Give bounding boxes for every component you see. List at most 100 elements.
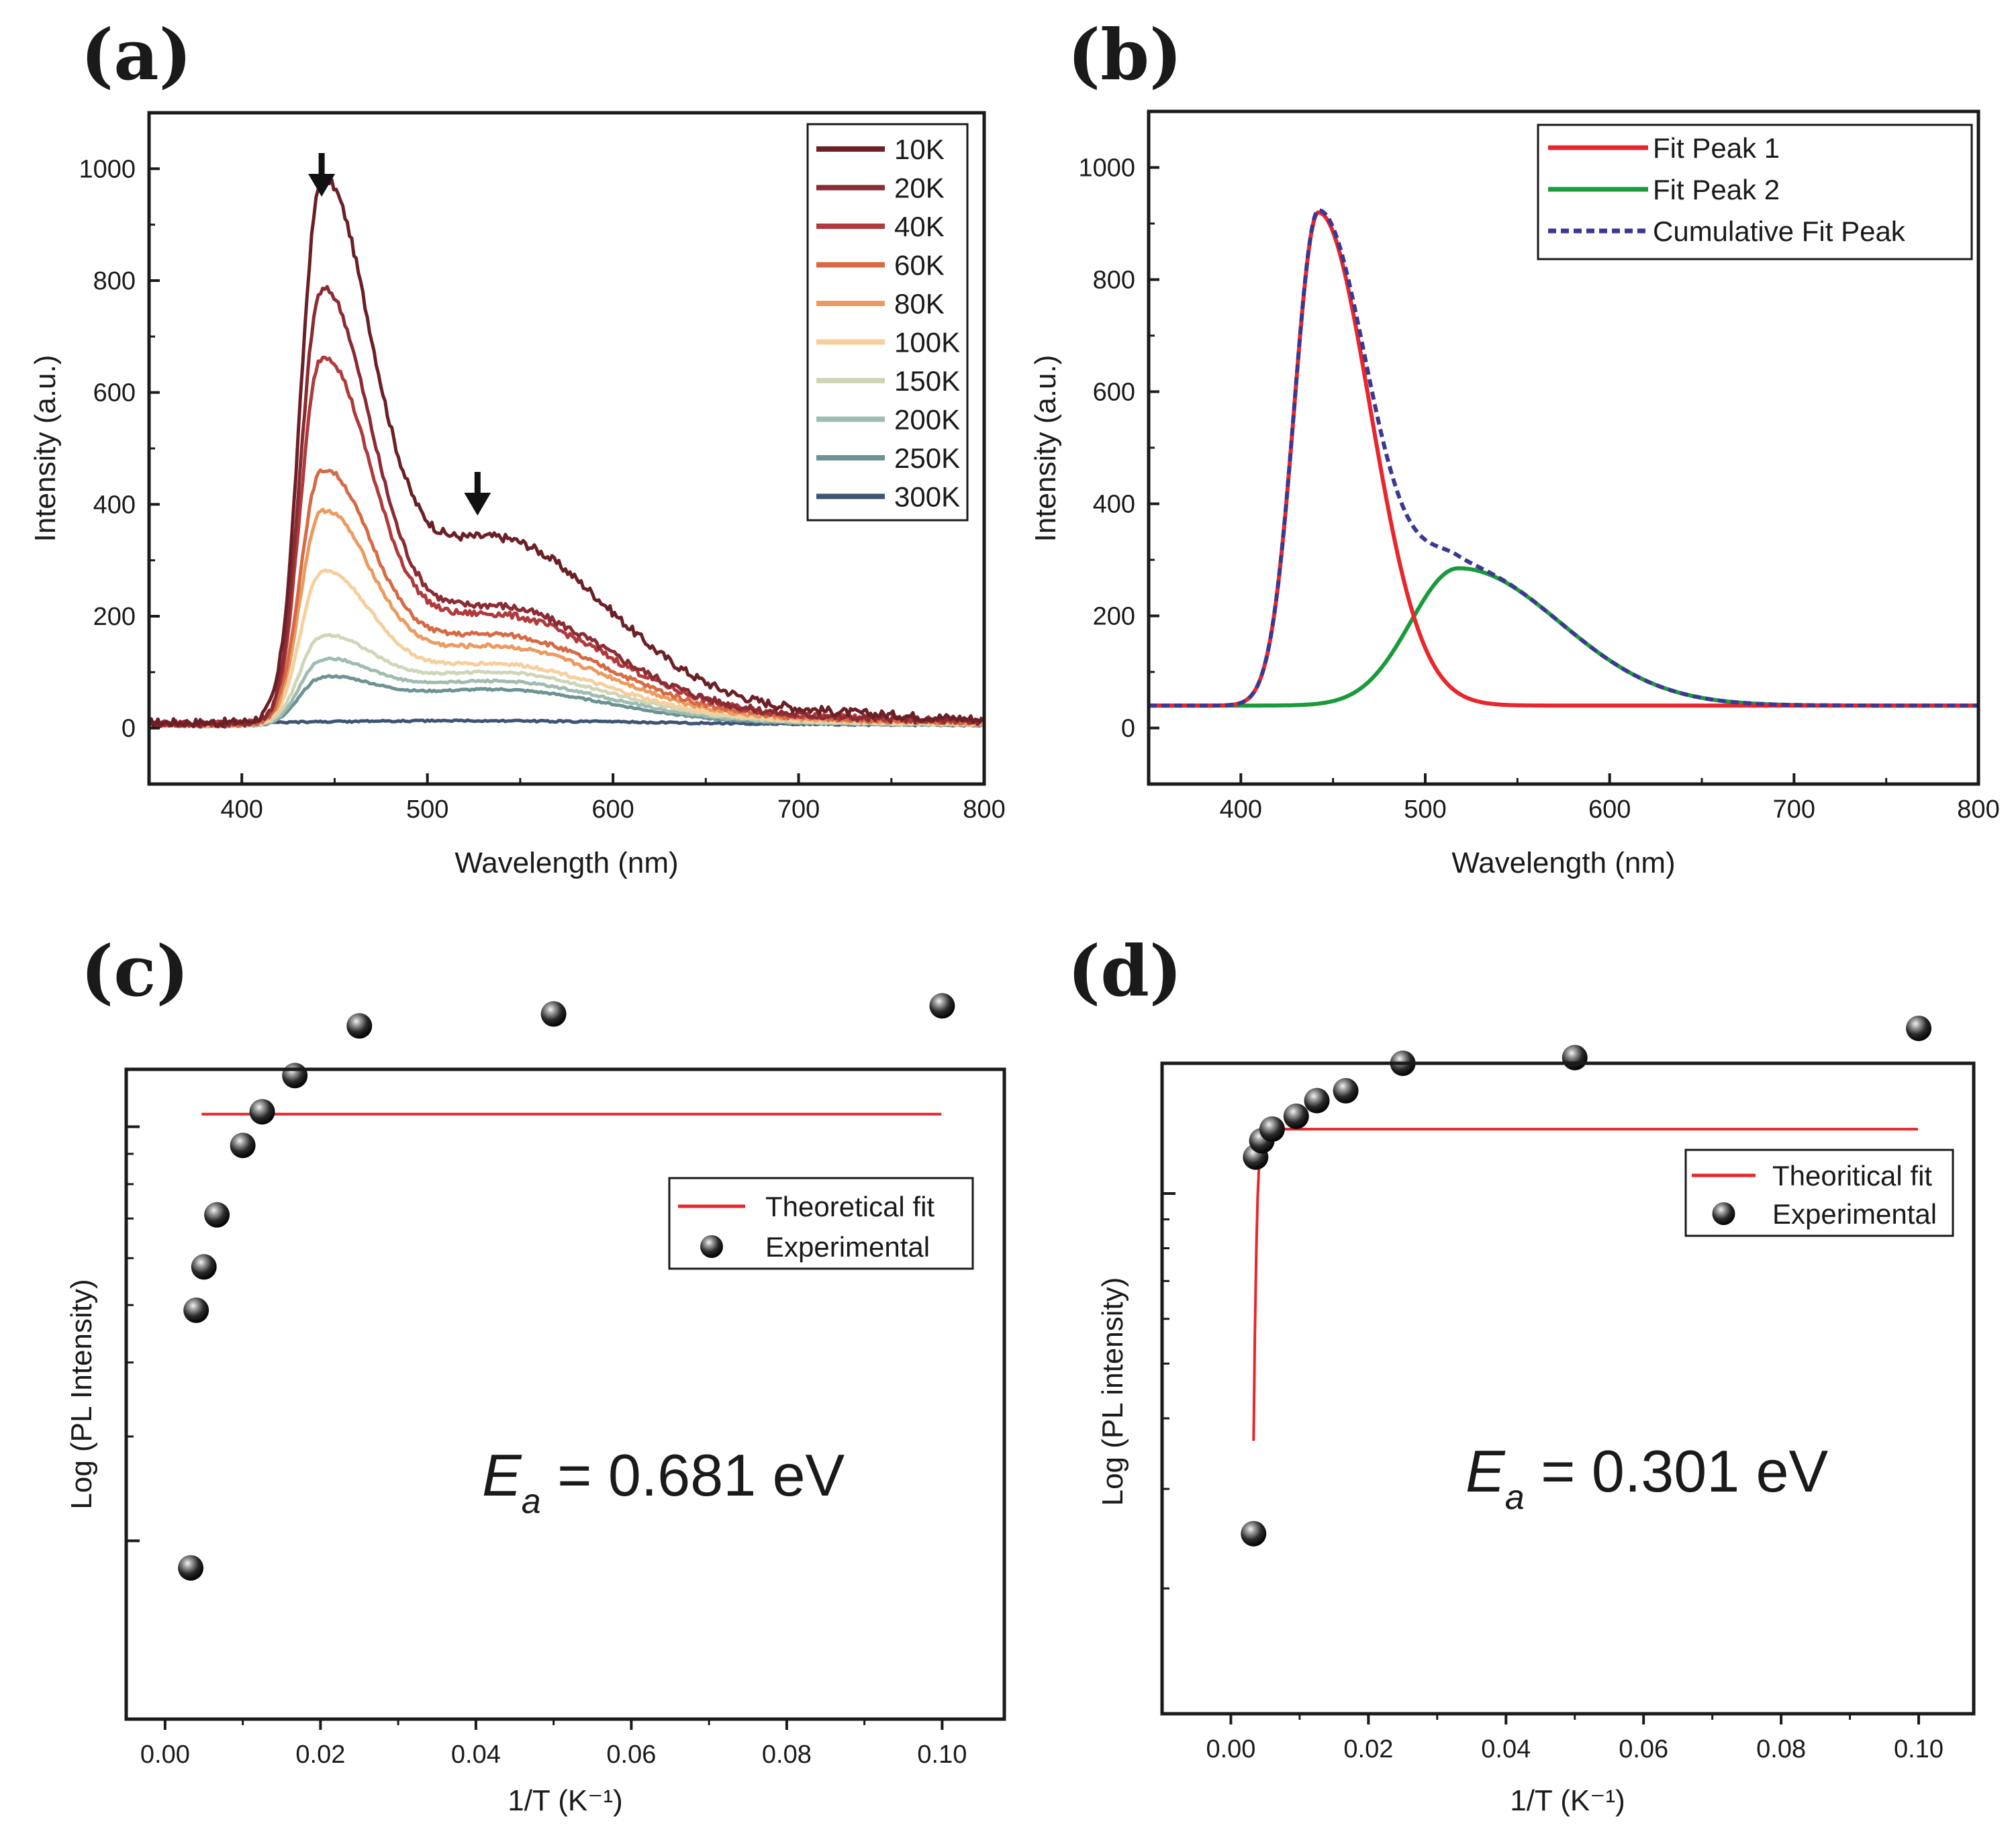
- panel-a-plot-frame: [147, 111, 986, 786]
- panel-d-legend-label-experimental: Experimental: [1772, 1198, 1937, 1230]
- panel-c-x-tick-label: 0.10: [917, 1741, 967, 1769]
- panel-d-fit-line: [1252, 1128, 1918, 1441]
- panel-a-legend-label: 10K: [894, 134, 945, 165]
- panel-b-curves: [1149, 208, 1978, 708]
- panel-d-x-tick-label: 0.00: [1206, 1735, 1255, 1763]
- panel-d-ea-value: = 0.301 eV: [1525, 1438, 1829, 1504]
- panel-b-y-tick-label: 200: [1093, 603, 1135, 631]
- panel-b: (b) 400 500 600 700 800 0 200 400 600 800 1000 Wa…: [1029, 13, 2000, 879]
- panel-d-x-tick-label: 0.08: [1756, 1735, 1806, 1763]
- panel-c-ea-subscript: a: [522, 1482, 541, 1521]
- panel-a-x-tick-label: 400: [221, 795, 263, 824]
- panel-c-legend-label-experimental: Experimental: [765, 1231, 930, 1263]
- panel-b-series-cumulative-fit: [1149, 208, 1978, 708]
- panel-c-legend-items: Theoretical fit Experimental: [678, 1191, 934, 1263]
- panel-c-x-tick-label: 0.08: [762, 1741, 812, 1769]
- panel-c-x-tick-label: 0.02: [295, 1741, 345, 1769]
- panel-b-x-tick-label: 600: [1588, 795, 1631, 824]
- panel-b-legend-items: Fit Peak 1 Fit Peak 2 Cumulative Fit Peak: [1548, 132, 1906, 247]
- panel-b-series-fit-peak-2: [1149, 566, 1978, 708]
- panel-d-y-ticks: [1162, 1062, 1176, 1590]
- panel-c-legend-label-fit: Theoretical fit: [765, 1191, 934, 1222]
- panel-a-arrow-head: [308, 174, 336, 197]
- panel-b-y-tick-label: 600: [1093, 379, 1135, 407]
- panel-a-y-ticks: 0 200 400 600 800 1000: [79, 111, 160, 785]
- panel-d-legend-items: Theoritical fit Experimental: [1692, 1160, 1937, 1230]
- panel-a-legend-items: 10K 20K 40K 60K 80K 100K 150K 200K 250K 300K: [816, 134, 960, 513]
- panel-c-y-ticks: [126, 1068, 140, 1543]
- panel-a-arrow-head: [464, 493, 491, 516]
- panel-a-x-tick-label: 500: [406, 795, 448, 824]
- panel-a-legend-label: 60K: [894, 250, 945, 281]
- panel-d-ea-subscript: a: [1505, 1478, 1525, 1517]
- panel-a-legend-label: 100K: [894, 327, 960, 358]
- panel-d-legend-swatch-experimental: [1712, 1202, 1735, 1225]
- panel-b-y-tick-label: 1000: [1078, 154, 1135, 183]
- panel-a-legend-label: 80K: [894, 288, 945, 320]
- panel-b-plot-frame: [1147, 109, 1980, 786]
- panel-d-legend-label-fit: Theoritical fit: [1772, 1160, 1932, 1192]
- panel-d-data-point: [1906, 1015, 1932, 1041]
- panel-d-data-point: [1259, 1116, 1285, 1142]
- panel-d-data-point: [1562, 1044, 1588, 1071]
- panel-d-data-point: [1283, 1103, 1309, 1129]
- panel-b-legend-label: Fit Peak 2: [1653, 174, 1780, 205]
- panel-a-y-tick-label: 200: [93, 603, 136, 631]
- panel-d-x-tick-label: 0.02: [1343, 1735, 1393, 1763]
- panel-a-series-20K: [147, 285, 984, 729]
- panel-c-data-point: [929, 993, 955, 1019]
- panel-a-y-tick-label: 400: [93, 491, 136, 519]
- panel-c-plot: [178, 993, 955, 1581]
- panel-d-plot-frame: [1160, 1061, 1976, 1716]
- panel-d-activation-energy: Ea = 0.301 eV: [1466, 1438, 1829, 1517]
- panel-a-legend-label: 250K: [894, 442, 960, 474]
- panel-c-x-tick-label: 0.06: [606, 1741, 656, 1769]
- panel-d: (d) 0.00 0.02 0.04 0.06 0.08 0.10 1/T (K⁻¹) L…: [1067, 930, 1976, 1817]
- panel-c-legend-swatch-experimental: [700, 1235, 723, 1258]
- panel-a-legend-label: 150K: [894, 365, 960, 397]
- panel-a-curves: [147, 175, 984, 729]
- panel-d-x-tick-label: 0.06: [1619, 1735, 1668, 1763]
- panel-c-ea-value: = 0.681 eV: [541, 1442, 845, 1508]
- panel-c-data-point: [183, 1297, 209, 1323]
- panel-b-x-tick-label: 500: [1404, 795, 1446, 824]
- panel-c-legend: Theoretical fit Experimental: [668, 1177, 974, 1270]
- panel-d-x-tick-label: 0.10: [1894, 1735, 1944, 1763]
- panel-b-legend-label: Cumulative Fit Peak: [1653, 215, 1906, 247]
- panel-a-y-tick-label: 800: [93, 267, 136, 295]
- panel-c-data-point: [178, 1555, 204, 1581]
- panel-a-legend: 10K 20K 40K 60K 80K 100K 150K 200K 250K 300K: [806, 123, 969, 522]
- panel-c-x-tick-label: 0.00: [140, 1741, 190, 1769]
- panel-c-label: (c): [81, 930, 189, 1012]
- panel-b-x-tick-label: 800: [1957, 795, 1999, 824]
- panel-b-y-tick-label: 0: [1121, 715, 1135, 743]
- panel-c-data-point: [191, 1254, 217, 1280]
- panel-b-x-tick-label: 700: [1773, 795, 1815, 824]
- panel-b-y-axis-title: Intensity (a.u.): [1029, 355, 1062, 542]
- panel-a-x-ticks: 400 500 600 700 800: [148, 773, 1006, 824]
- panel-c-ea-symbol: E: [482, 1442, 522, 1508]
- panel-c-data-point: [282, 1063, 308, 1089]
- panel-d-data-point: [1333, 1077, 1359, 1104]
- panel-b-legend-label: Fit Peak 1: [1653, 132, 1780, 164]
- panel-a-x-tick-label: 600: [591, 795, 634, 824]
- panel-a-legend-label: 20K: [894, 173, 945, 204]
- panel-d-data-point: [1241, 1520, 1267, 1547]
- panel-a-arrows: [308, 153, 491, 516]
- panel-d-legend: Theoritical fit Experimental: [1684, 1149, 1954, 1237]
- panel-d-label: (d): [1067, 930, 1182, 1012]
- panel-c-x-axis-title: 1/T (K⁻¹): [508, 1784, 623, 1817]
- panel-a-y-axis-title: Intensity (a.u.): [29, 355, 62, 542]
- panel-d-ea-symbol: E: [1466, 1438, 1506, 1504]
- panel-a-label: (a): [81, 13, 192, 96]
- panel-a-legend-label: 300K: [894, 481, 960, 513]
- panel-c-data-point: [204, 1202, 230, 1228]
- panel-a-x-tick-label: 800: [963, 795, 1005, 824]
- panel-d-x-ticks: 0.00 0.02 0.04 0.06 0.08 0.10: [1206, 1714, 1944, 1763]
- panel-d-x-axis-title: 1/T (K⁻¹): [1510, 1784, 1625, 1817]
- panel-c-activation-energy: Ea = 0.681 eV: [482, 1442, 845, 1521]
- panel-a-y-tick-label: 600: [93, 379, 136, 407]
- panel-a-x-axis-title: Wavelength (nm): [454, 846, 678, 879]
- panel-b-x-tick-label: 400: [1220, 795, 1262, 824]
- panel-c-x-tick-label: 0.04: [451, 1741, 501, 1769]
